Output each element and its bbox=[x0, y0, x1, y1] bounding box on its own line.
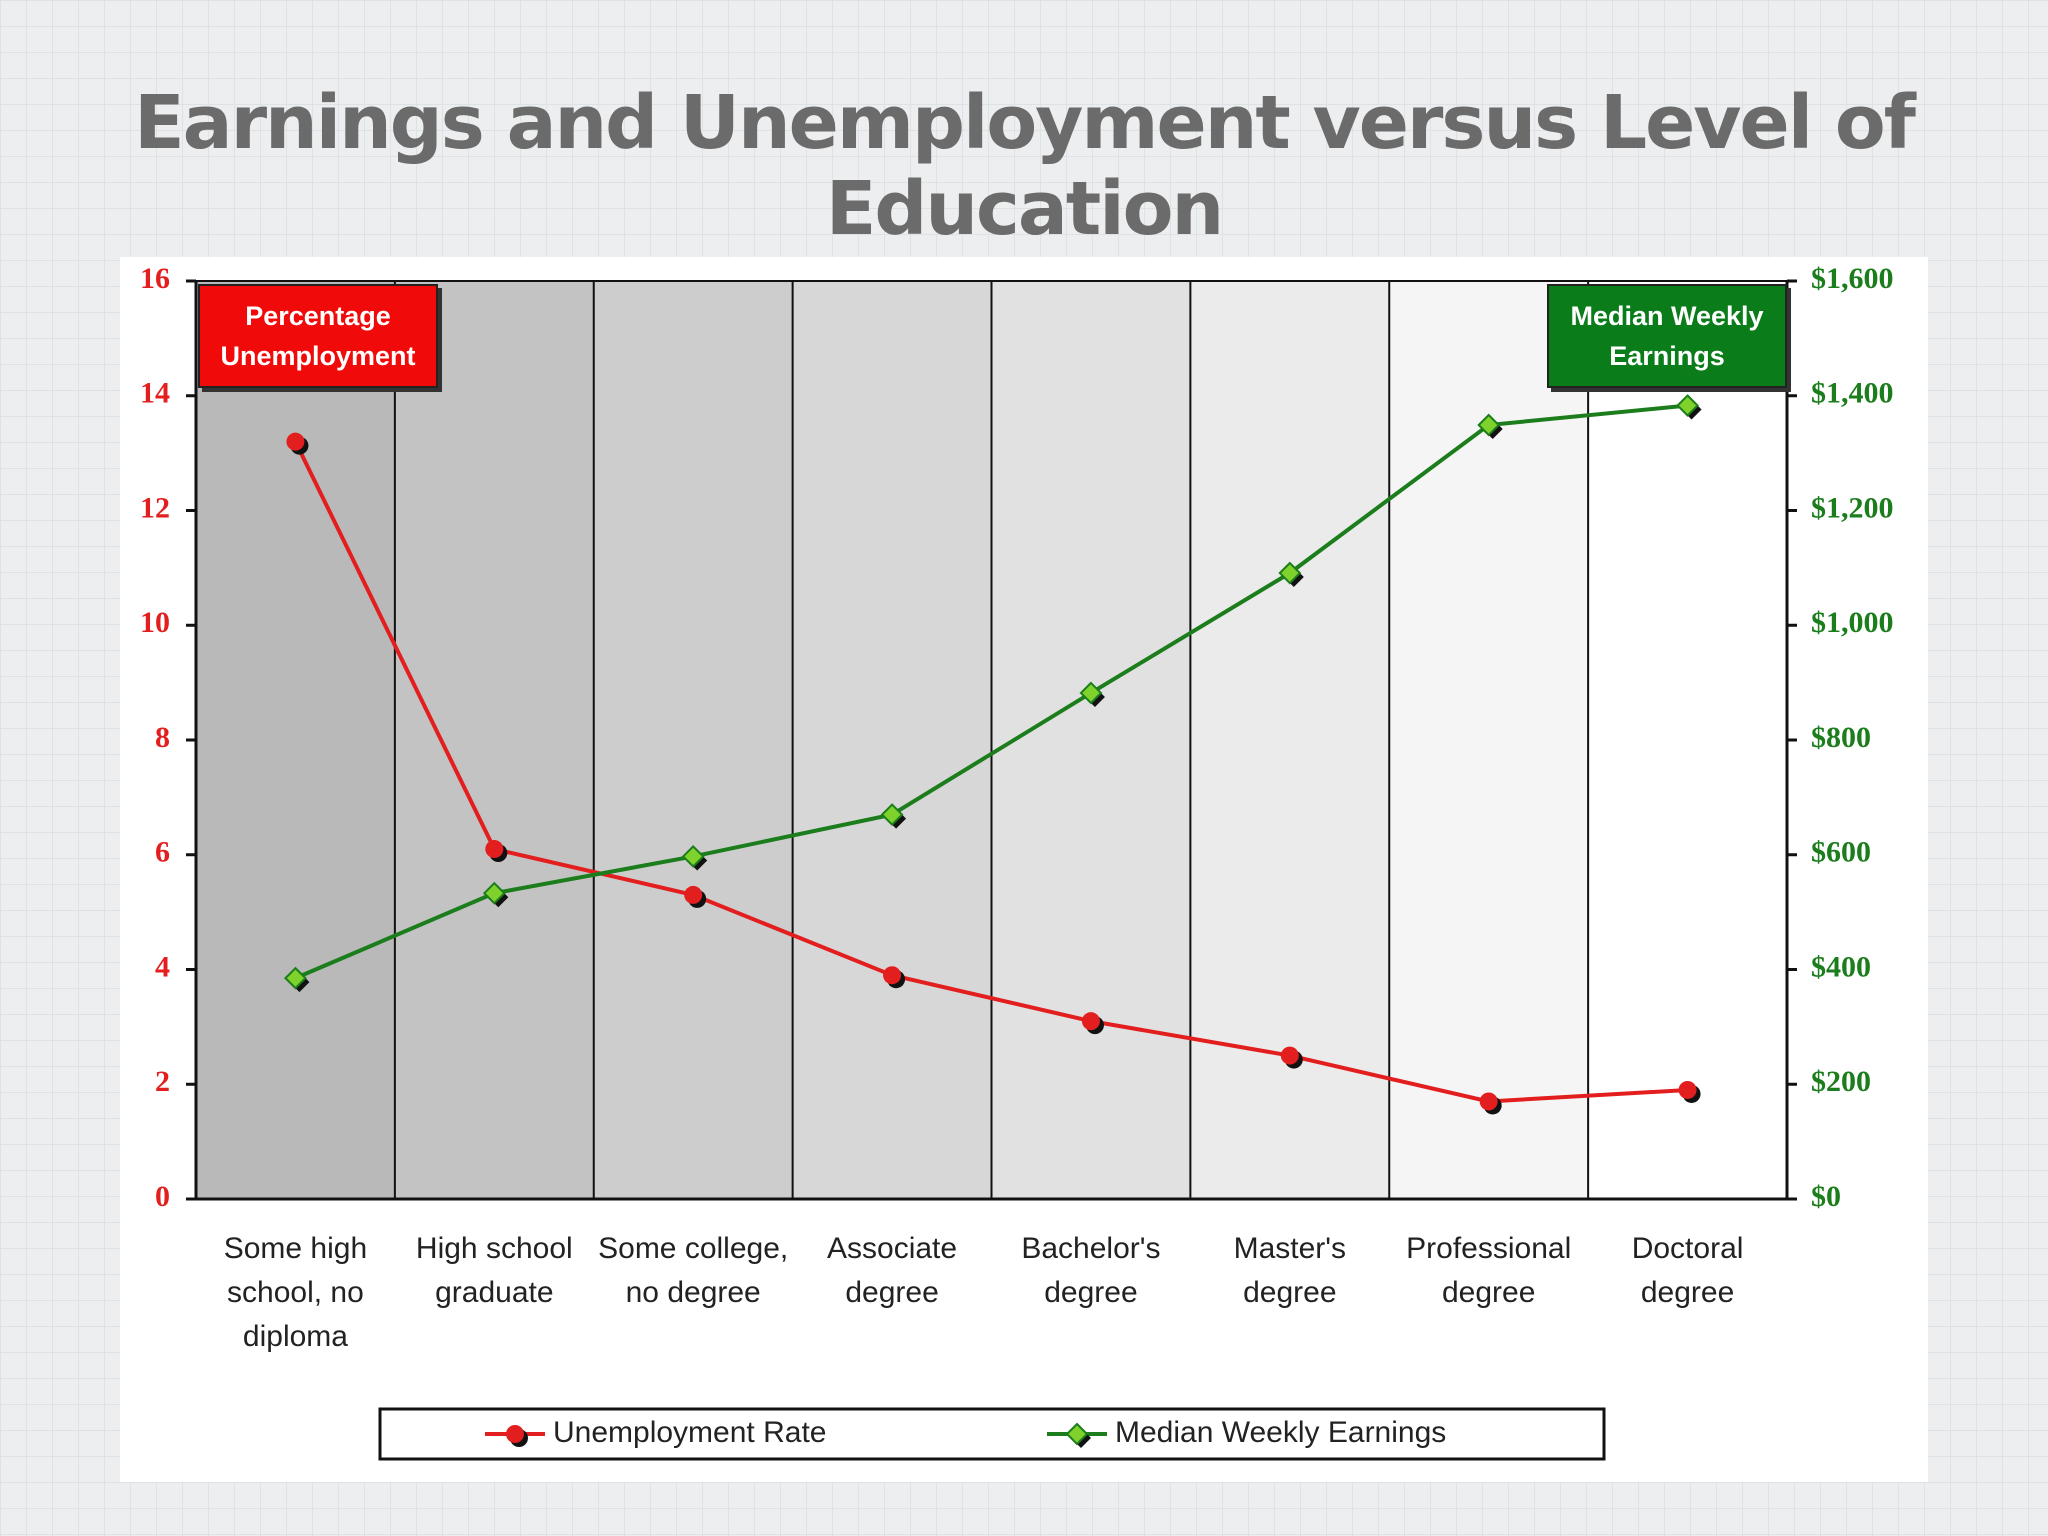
y-tick-label: 12 bbox=[140, 491, 170, 524]
data-point bbox=[1479, 1092, 1498, 1111]
y-tick-label: 16 bbox=[140, 262, 170, 295]
y2-tick-label: $400 bbox=[1811, 950, 1871, 983]
y2-tick-label: $800 bbox=[1811, 721, 1871, 754]
y2-tick-label: $1,200 bbox=[1811, 491, 1894, 524]
data-point bbox=[1678, 1080, 1697, 1099]
y-tick-label: 10 bbox=[140, 606, 170, 639]
y-tick-label: 8 bbox=[155, 721, 170, 754]
series-line bbox=[293, 440, 1688, 1104]
y2-tick-label: $1,600 bbox=[1811, 262, 1894, 295]
band bbox=[593, 281, 793, 1199]
x-tick-label: Master's degree bbox=[1233, 1232, 1347, 1309]
y2-tick-label: $0 bbox=[1811, 1180, 1841, 1213]
data-point bbox=[1676, 394, 1699, 417]
data-point bbox=[1278, 561, 1302, 585]
data-point bbox=[284, 966, 307, 990]
data-point bbox=[1081, 1012, 1100, 1031]
x-tick-label: Professional degree bbox=[1406, 1232, 1572, 1309]
y-tick-label: 6 bbox=[155, 836, 170, 869]
annotation: Percentage Unemployment bbox=[198, 284, 438, 388]
y2-tick-label: $1,000 bbox=[1811, 606, 1894, 639]
band bbox=[196, 281, 395, 1199]
data-point bbox=[1079, 681, 1103, 705]
y-tick-label: 4 bbox=[155, 950, 170, 983]
data-point bbox=[1477, 413, 1501, 437]
x-tick-label: Some high school, no diploma bbox=[223, 1232, 368, 1353]
data-point bbox=[485, 840, 504, 859]
band bbox=[792, 281, 992, 1199]
x-tick-label: Doctoral degree bbox=[1631, 1232, 1744, 1309]
y-tick-label: 2 bbox=[155, 1065, 170, 1098]
data-point bbox=[286, 432, 305, 451]
legend-label: Unemployment Rate bbox=[553, 1416, 826, 1449]
legend-marker bbox=[506, 1425, 524, 1443]
legend-marker bbox=[1065, 1422, 1089, 1446]
x-tick-label: Bachelor's degree bbox=[1021, 1232, 1161, 1309]
band bbox=[394, 281, 594, 1199]
legend-label: Median Weekly Earnings bbox=[1115, 1416, 1446, 1449]
y2-tick-label: $600 bbox=[1811, 836, 1871, 869]
y2-tick-label: $1,400 bbox=[1811, 377, 1894, 410]
data-point bbox=[482, 881, 506, 905]
chart-title: Earnings and Unemployment versus Level o… bbox=[134, 80, 1916, 252]
data-point bbox=[880, 803, 904, 827]
y-tick-label: 14 bbox=[140, 377, 170, 410]
annotation: Median Weekly Earnings bbox=[1547, 284, 1787, 388]
band bbox=[991, 281, 1191, 1199]
x-tick-label: High school graduate bbox=[415, 1232, 573, 1309]
data-point bbox=[1280, 1046, 1299, 1065]
series-line bbox=[294, 403, 1688, 980]
y2-tick-label: $200 bbox=[1811, 1065, 1871, 1098]
band bbox=[1588, 281, 1787, 1199]
data-point bbox=[681, 845, 705, 868]
data-point bbox=[684, 885, 703, 904]
x-tick-label: Associate degree bbox=[827, 1232, 958, 1309]
y-tick-label: 0 bbox=[155, 1180, 170, 1213]
x-tick-label: Some college, no degree bbox=[598, 1232, 789, 1309]
legend bbox=[378, 1407, 1606, 1461]
data-point bbox=[883, 966, 902, 985]
